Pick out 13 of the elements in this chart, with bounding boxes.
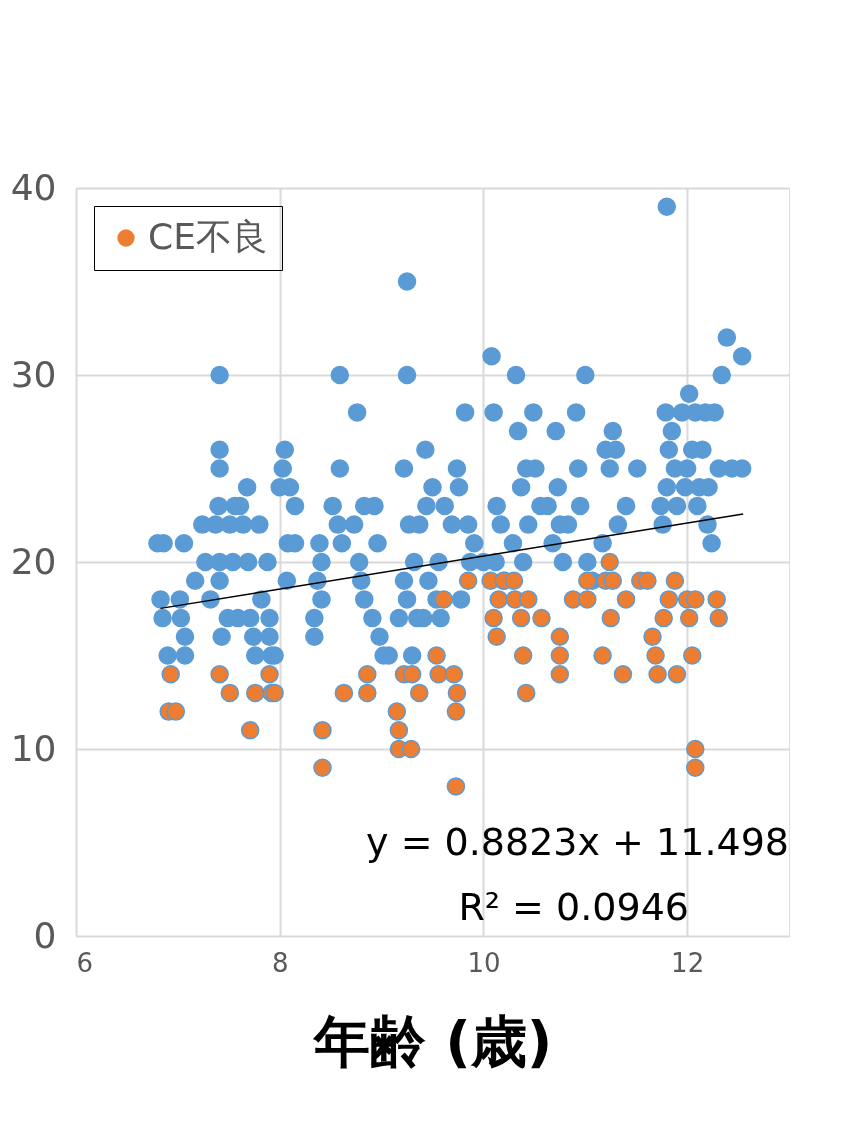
x-tick-label: 10	[467, 947, 501, 978]
x-tick-label: 8	[271, 947, 289, 978]
y-tick-label: 20	[10, 540, 57, 582]
y-tick-label: 10	[10, 727, 57, 769]
x-axis-title: 年齢 (歳)	[311, 1008, 553, 1074]
x-tick-label: 12	[671, 947, 705, 978]
legend-label: CE不良	[148, 216, 268, 257]
annotation: R² = 0.0946	[458, 885, 689, 929]
x-tick-label: 6	[76, 947, 94, 978]
y-tick-label: 40	[10, 166, 57, 208]
y-tick-label: 30	[10, 353, 57, 395]
annotation: y = 0.8823x + 11.498	[366, 820, 789, 864]
y-tick-label: 0	[33, 914, 57, 956]
